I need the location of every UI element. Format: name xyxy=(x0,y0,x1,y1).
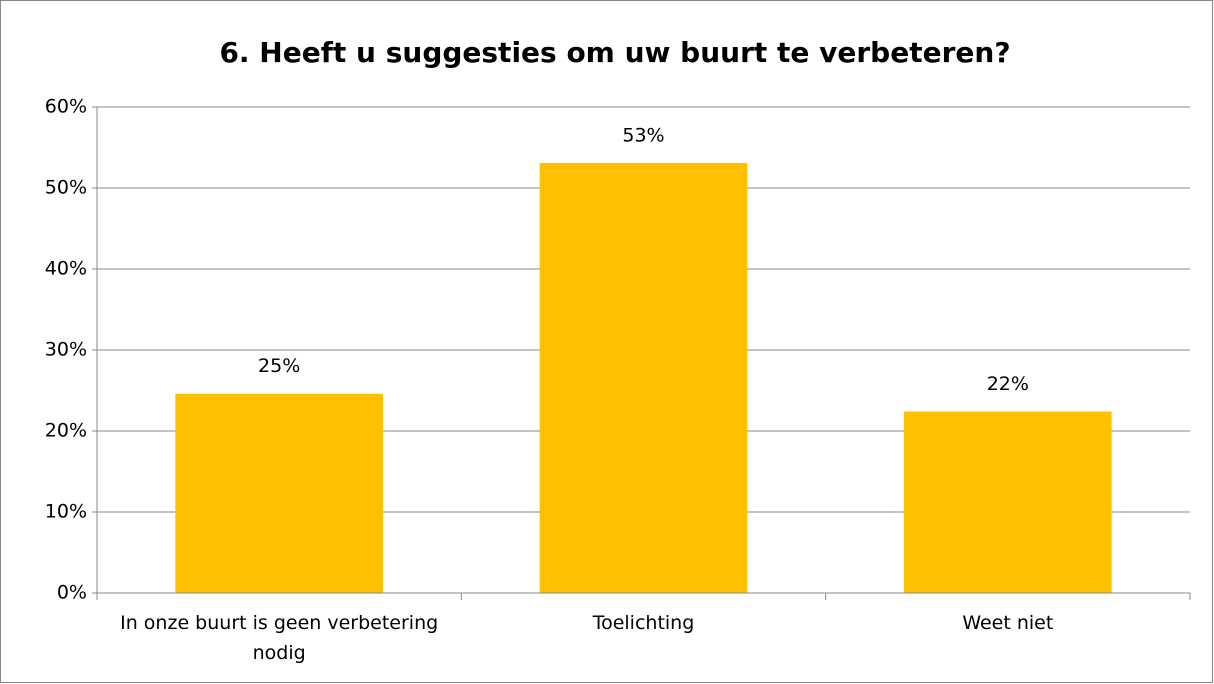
data-label: 53% xyxy=(622,124,664,146)
x-tick-label: Weet niet xyxy=(962,612,1054,634)
x-tick-label: In onze buurt is geen verbetering nodig xyxy=(120,612,439,664)
chart-title: 6. Heeft u suggesties om uw buurt te ver… xyxy=(219,36,1010,69)
x-tick-label: Toelichting xyxy=(592,612,695,634)
x-tick-label-box: In onze buurt is geen verbetering nodig xyxy=(120,612,439,664)
y-tick-label: 30% xyxy=(45,339,87,361)
data-label: 22% xyxy=(987,373,1029,395)
y-tick-label: 50% xyxy=(45,177,87,199)
bar xyxy=(175,393,384,593)
y-tick-label: 10% xyxy=(45,501,87,523)
y-tick-label: 0% xyxy=(57,582,87,604)
y-tick-label: 40% xyxy=(45,258,87,280)
y-tick-label: 60% xyxy=(45,96,87,118)
x-tick-label-box: Weet niet xyxy=(962,612,1054,634)
bar xyxy=(903,411,1112,593)
data-label: 25% xyxy=(258,355,300,377)
x-tick-label-box: Toelichting xyxy=(592,612,695,634)
bar xyxy=(539,162,748,593)
y-tick-label: 20% xyxy=(45,420,87,442)
